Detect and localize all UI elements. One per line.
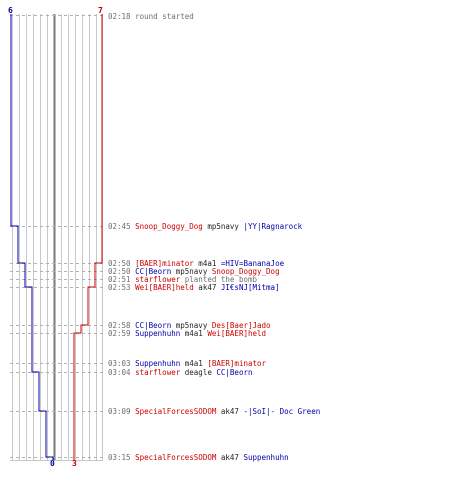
log-timestamp: 02:50 [108,267,131,276]
player-name: SpecialForcesSODOM [130,407,217,416]
log-timestamp: 02:59 [108,329,131,338]
weapon-name: ak47 [193,283,221,292]
player-name: Des[Baer]Jado [211,321,271,330]
weapon-name: ak47 [216,407,244,416]
player-name: Snoop_Doggy_Dog [211,267,280,276]
log-entry: 02:53 Wei[BAER]held ak47 JI€sNJ[Mitma] [108,283,280,292]
log-timestamp: 03:03 [108,359,131,368]
event-text: planted the bomb [180,275,258,284]
red-team-alive-line [73,14,103,460]
player-name: Snoop_Doggy_Dog [130,222,203,231]
player-name: Suppenhuhn [130,359,181,368]
player-name: -|SoI|- Doc Green [243,407,321,416]
player-name: Wei[BAER]held [130,283,194,292]
log-timestamp: 02:18 [108,12,131,21]
log-timestamp: 02:50 [108,259,131,268]
player-name: Wei[BAER]held [207,329,267,338]
log-entry: 02:59 Suppenhuhn m4a1 Wei[BAER]held [108,329,266,338]
log-timestamp: 03:04 [108,368,131,377]
weapon-name: m4a1 [193,259,221,268]
event-text: round started [130,12,194,21]
weapon-name: ak47 [216,453,244,462]
player-name: JI€sNJ[Mitma] [220,283,280,292]
player-name: |YY|Ragnarock [243,222,303,231]
player-name: =HIV=BananaJoe [220,259,285,268]
player-name: [BAER]minator [130,259,194,268]
player-name: [BAER]minator [207,359,267,368]
player-name: Suppenhuhn [130,329,181,338]
log-entry: 02:51 starflower planted the bomb [108,275,257,284]
player-name: SpecialForcesSODOM [130,453,217,462]
red-start-count: 7 [98,6,103,15]
log-entry: 02:50 CC|Beorn mp5navy Snoop_Doggy_Dog [108,267,280,276]
weapon-name: deagle [180,368,217,377]
log-entry: 03:09 SpecialForcesSODOM ak47 -|SoI|- Do… [108,407,320,416]
log-entry: 02:50 [BAER]minator m4a1 =HIV=BananaJoe [108,259,284,268]
player-name: CC|Beorn [130,267,172,276]
weapon-name: m4a1 [180,329,208,338]
blue-end-count: 0 [50,459,55,468]
weapon-name: mp5navy [171,321,212,330]
log-timestamp: 02:53 [108,283,131,292]
log-entry: 03:15 SpecialForcesSODOM ak47 Suppenhuhn [108,453,289,462]
log-entry: 02:58 CC|Beorn mp5navy Des[Baer]Jado [108,321,271,330]
weapon-name: m4a1 [180,359,208,368]
player-name: CC|Beorn [130,321,172,330]
log-entry: 03:04 starflower deagle CC|Beorn [108,368,253,377]
log-timestamp: 02:45 [108,222,131,231]
player-name: starflower [130,275,181,284]
log-timestamp: 02:58 [108,321,131,330]
player-name: CC|Beorn [216,368,253,377]
blue-team-alive-line [10,14,54,460]
grid-verticals [10,14,103,461]
log-timestamp: 02:51 [108,275,131,284]
weapon-name: mp5navy [202,222,244,231]
log-timestamp: 03:15 [108,453,131,462]
event-gridlines [10,15,106,458]
blue-start-count: 6 [8,6,13,15]
player-name: starflower [130,368,181,377]
red-end-count: 3 [72,459,77,468]
player-name: Suppenhuhn [243,453,289,462]
weapon-name: mp5navy [171,267,212,276]
log-timestamp: 03:09 [108,407,131,416]
log-entry: 03:03 Suppenhuhn m4a1 [BAER]minator [108,359,266,368]
log-entry: 02:45 Snoop_Doggy_Dog mp5navy |YY|Ragnar… [108,222,302,231]
log-entry: 02:18 round started [108,12,194,21]
